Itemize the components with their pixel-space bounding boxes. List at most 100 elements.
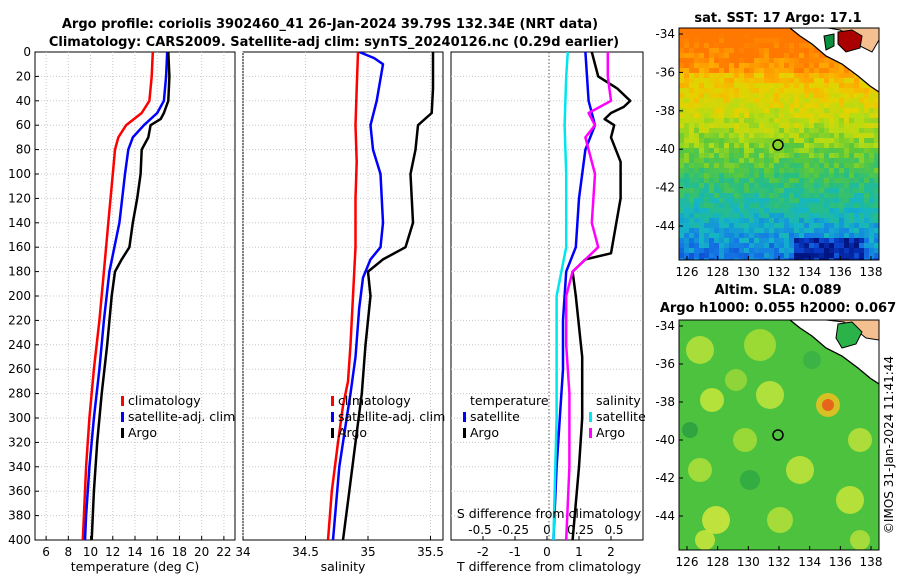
sst-cell — [789, 108, 795, 114]
sst-cell — [854, 123, 860, 129]
sst-cell — [679, 38, 685, 44]
sst-cell — [789, 28, 795, 34]
sst-cell — [729, 253, 735, 259]
sst-cell — [769, 238, 775, 244]
sst-cell — [779, 33, 785, 39]
sst-cell — [859, 258, 865, 260]
sst-cell — [839, 208, 845, 214]
sst-cell — [684, 38, 690, 44]
sst-cell — [759, 83, 765, 89]
sst-cell — [689, 33, 695, 39]
sla-blob — [733, 428, 757, 452]
sst-cell — [874, 188, 879, 194]
sst-cell — [874, 103, 879, 109]
sst-cell — [799, 248, 805, 254]
sst-cell — [714, 78, 720, 84]
sst-cell — [804, 98, 810, 104]
sst-cell — [684, 128, 690, 134]
sst-cell — [854, 88, 860, 94]
sst-cell — [779, 183, 785, 189]
sst-cell — [734, 178, 740, 184]
sst-cell — [814, 168, 820, 174]
sst-cell — [844, 138, 850, 144]
sst-cell — [729, 33, 735, 39]
sst-cell — [794, 238, 800, 244]
sst-cell — [859, 83, 865, 89]
sst-cell — [859, 143, 865, 149]
sst-cell — [714, 53, 720, 59]
sst-cell — [684, 183, 690, 189]
sst-cell — [784, 58, 790, 64]
sst-cell — [684, 253, 690, 259]
sst-cell — [744, 48, 750, 54]
sst-cell — [814, 73, 820, 79]
sst-cell — [799, 128, 805, 134]
sst-cell — [784, 98, 790, 104]
sst-cell — [829, 183, 835, 189]
sst-cell — [724, 193, 730, 199]
sst-cell — [804, 108, 810, 114]
sst-cell — [724, 83, 730, 89]
sst-cell — [779, 68, 785, 74]
sst-cell — [679, 63, 685, 69]
sst-cell — [714, 238, 720, 244]
sst-cell — [699, 143, 705, 149]
sst-cell — [839, 128, 845, 134]
depth-tick-label: 260 — [8, 362, 31, 376]
sst-cell — [719, 68, 725, 74]
sst-cell — [874, 208, 879, 214]
sst-cell — [859, 163, 865, 169]
sst-cell — [869, 138, 875, 144]
sst-cell — [704, 73, 710, 79]
sst-cell — [849, 253, 855, 259]
sst-cell — [849, 193, 855, 199]
sst-cell — [844, 203, 850, 209]
sst-cell — [764, 223, 770, 229]
sst-cell — [694, 173, 700, 179]
sst-cell — [869, 123, 875, 129]
sst-cell — [699, 53, 705, 59]
depth-tick-label: 80 — [16, 143, 31, 157]
sst-cell — [694, 113, 700, 119]
sst-cell — [684, 58, 690, 64]
sst-cell — [724, 43, 730, 49]
sst-cell — [734, 133, 740, 139]
sst-cell — [774, 213, 780, 219]
sst-cell — [784, 198, 790, 204]
sst-cell — [774, 128, 780, 134]
sst-cell — [684, 88, 690, 94]
sst-cell — [739, 63, 745, 69]
sst-cell — [804, 173, 810, 179]
sst-cell — [804, 158, 810, 164]
sst-cell — [859, 218, 865, 224]
sst-cell — [839, 243, 845, 249]
legend-label-argo: Argo — [128, 425, 157, 440]
sst-cell — [694, 208, 700, 214]
x-tick-label: -1 — [509, 545, 521, 559]
sst-cell — [804, 83, 810, 89]
sst-cell — [689, 73, 695, 79]
sst-cell — [754, 138, 760, 144]
sst-cell — [714, 43, 720, 49]
sst-cell — [744, 93, 750, 99]
sst-cell — [859, 248, 865, 254]
sst-cell — [699, 228, 705, 234]
sst-cell — [724, 258, 730, 260]
sst-cell — [709, 188, 715, 194]
depth-tick-label: 180 — [8, 265, 31, 279]
sst-cell — [759, 213, 765, 219]
sst-cell — [824, 63, 830, 69]
sst-cell — [684, 103, 690, 109]
x-tick-label: 2 — [607, 545, 615, 559]
s-tick-label: 0.5 — [604, 523, 623, 537]
sst-cell — [679, 183, 685, 189]
sst-cell — [769, 113, 775, 119]
sst-cell — [719, 98, 725, 104]
sst-cell — [729, 198, 735, 204]
sst-cell — [809, 153, 815, 159]
sst-cell — [774, 253, 780, 259]
sst-cell — [829, 223, 835, 229]
sst-cell — [844, 208, 850, 214]
sst-cell — [829, 63, 835, 69]
sst-cell — [714, 178, 720, 184]
